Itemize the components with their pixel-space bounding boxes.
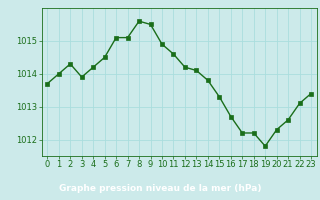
- Text: Graphe pression niveau de la mer (hPa): Graphe pression niveau de la mer (hPa): [59, 184, 261, 193]
